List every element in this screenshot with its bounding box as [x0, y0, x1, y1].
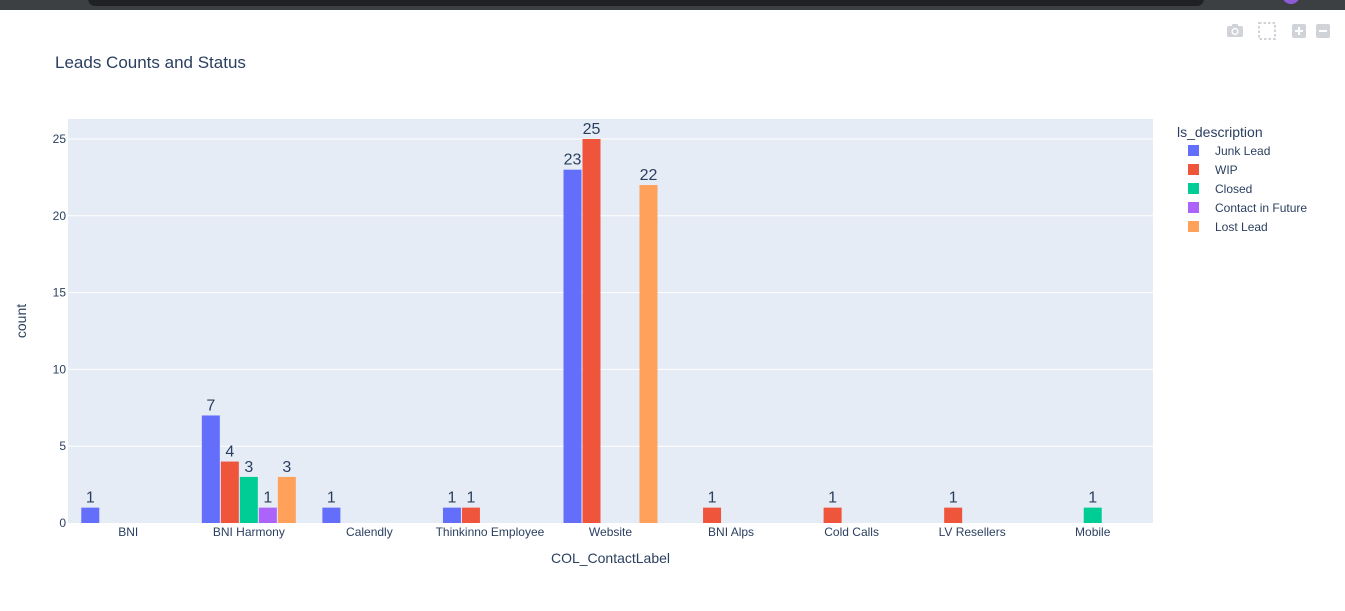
- legend-label: Contact in Future: [1215, 201, 1307, 215]
- bar-data-label: 23: [564, 152, 582, 169]
- bar-data-label: 3: [244, 459, 253, 476]
- x-tick-label: Calendly: [346, 525, 393, 539]
- legend-swatch: [1188, 145, 1199, 156]
- bar[interactable]: [563, 169, 582, 523]
- bar[interactable]: [1083, 507, 1102, 523]
- bar-data-label: 1: [466, 490, 475, 507]
- bar-data-label: 7: [206, 397, 215, 414]
- y-tick-label: 10: [53, 362, 67, 376]
- bar-data-label: 4: [225, 444, 234, 461]
- legend-item[interactable]: WIP: [1188, 163, 1238, 177]
- legend: ls_description Junk Lead WIP Closed Contact…: [1177, 124, 1307, 234]
- legend-label: Closed: [1215, 182, 1252, 196]
- box-select-icon[interactable]: [1256, 20, 1278, 42]
- plot-area: [68, 119, 1153, 523]
- legend-swatch: [1188, 202, 1199, 213]
- x-tick-label: Thinkinno Employee: [436, 525, 545, 539]
- profile-avatar[interactable]: [1282, 0, 1300, 4]
- legend-label: Lost Lead: [1215, 220, 1268, 234]
- bar-data-label: 1: [828, 490, 837, 507]
- y-tick-label: 15: [53, 286, 67, 300]
- chart-title: Leads Counts and Status: [55, 53, 246, 72]
- zoom-in-icon[interactable]: [1288, 20, 1310, 42]
- legend-swatch: [1188, 164, 1199, 175]
- y-axis-ticks: 0 5 10 15 20 25: [53, 132, 67, 530]
- legend-title: ls_description: [1177, 124, 1263, 140]
- x-tick-label: Cold Calls: [824, 525, 879, 539]
- legend-swatch: [1188, 221, 1199, 232]
- camera-icon[interactable]: [1224, 20, 1246, 42]
- x-tick-label: Website: [589, 525, 632, 539]
- bar-data-label: 3: [282, 459, 291, 476]
- bar-data-label: 1: [263, 490, 272, 507]
- bar[interactable]: [220, 461, 239, 523]
- browser-top-bar: [0, 0, 1345, 10]
- bar-data-label: 1: [1088, 490, 1097, 507]
- x-tick-label: LV Resellers: [939, 525, 1006, 539]
- bar[interactable]: [944, 507, 963, 523]
- legend-item[interactable]: Junk Lead: [1188, 144, 1270, 158]
- bar[interactable]: [442, 507, 461, 523]
- bar[interactable]: [81, 507, 100, 523]
- bar[interactable]: [258, 507, 277, 523]
- legend-swatch: [1188, 183, 1199, 194]
- bar-data-label: 1: [447, 490, 456, 507]
- bar[interactable]: [461, 507, 480, 523]
- y-tick-label: 5: [59, 439, 66, 453]
- bars: [81, 138, 1102, 524]
- x-axis-ticks: BNI BNI Harmony Calendly Thinkinno Employee…: [118, 525, 1110, 539]
- bar[interactable]: [582, 138, 601, 523]
- x-tick-label: BNI Harmony: [213, 525, 285, 539]
- y-tick-label: 0: [59, 516, 66, 530]
- bar[interactable]: [639, 185, 658, 524]
- legend-item[interactable]: Closed: [1188, 182, 1252, 196]
- legend-item[interactable]: Contact in Future: [1188, 201, 1307, 215]
- x-tick-label: BNI Alps: [708, 525, 754, 539]
- y-tick-label: 25: [53, 132, 67, 146]
- x-tick-label: BNI: [118, 525, 138, 539]
- bar[interactable]: [703, 507, 722, 523]
- x-tick-label: Mobile: [1075, 525, 1111, 539]
- legend-label: Junk Lead: [1215, 144, 1270, 158]
- bar-data-label: 25: [583, 121, 601, 138]
- y-axis-title: count: [13, 304, 29, 338]
- bar-data-label: 1: [86, 490, 95, 507]
- bar[interactable]: [823, 507, 842, 523]
- legend-label: WIP: [1215, 163, 1238, 177]
- bar[interactable]: [239, 476, 258, 523]
- gridlines: [68, 138, 1153, 447]
- address-bar[interactable]: [88, 0, 1204, 6]
- bar-data-label: 1: [327, 490, 336, 507]
- bar[interactable]: [201, 415, 220, 523]
- bar[interactable]: [322, 507, 341, 523]
- y-tick-label: 20: [53, 209, 67, 223]
- legend-item[interactable]: Lost Lead: [1188, 220, 1268, 234]
- bar-data-label: 22: [640, 167, 658, 184]
- bar-data-label: 1: [708, 490, 717, 507]
- bar-data-label: 1: [949, 490, 958, 507]
- zoom-out-icon[interactable]: [1312, 20, 1334, 42]
- x-axis-title: COL_ContactLabel: [551, 550, 670, 566]
- bar[interactable]: [277, 476, 296, 523]
